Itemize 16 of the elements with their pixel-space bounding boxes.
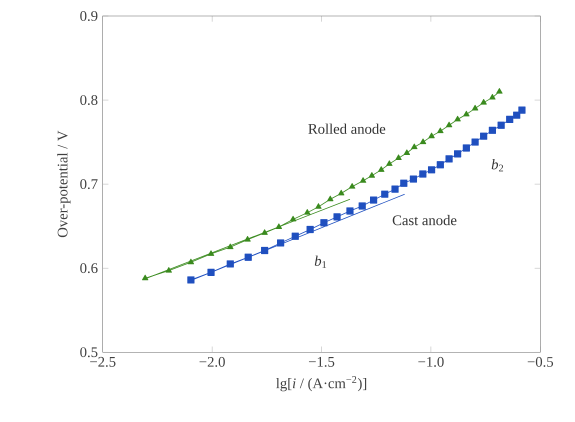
x-tick-label: −2.5: [90, 357, 116, 368]
x-tick-label: −2.0: [200, 357, 225, 368]
x-tick-label: −0.5: [528, 357, 554, 368]
x-tick-label: −1.0: [418, 357, 444, 368]
y-tick-label: 0.6: [80, 263, 98, 274]
series-label: Cast anode: [392, 215, 456, 226]
annotation: b$_{1}$: [314, 256, 326, 268]
x-tick-label: −1.5: [308, 357, 334, 368]
x-axis-title: lg[i / (A·cm$^{−2}$)]: [276, 376, 366, 392]
y-tick-label: 0.8: [80, 95, 98, 106]
y-tick-label: 0.9: [80, 11, 98, 22]
y-axis-title: Over-potential / V: [57, 130, 71, 238]
annotation: b$_{2}$: [492, 159, 504, 172]
y-tick-label: 0.5: [80, 347, 98, 358]
y-tick-label: 0.7: [80, 179, 98, 190]
series-label: Rolled anode: [308, 124, 386, 134]
